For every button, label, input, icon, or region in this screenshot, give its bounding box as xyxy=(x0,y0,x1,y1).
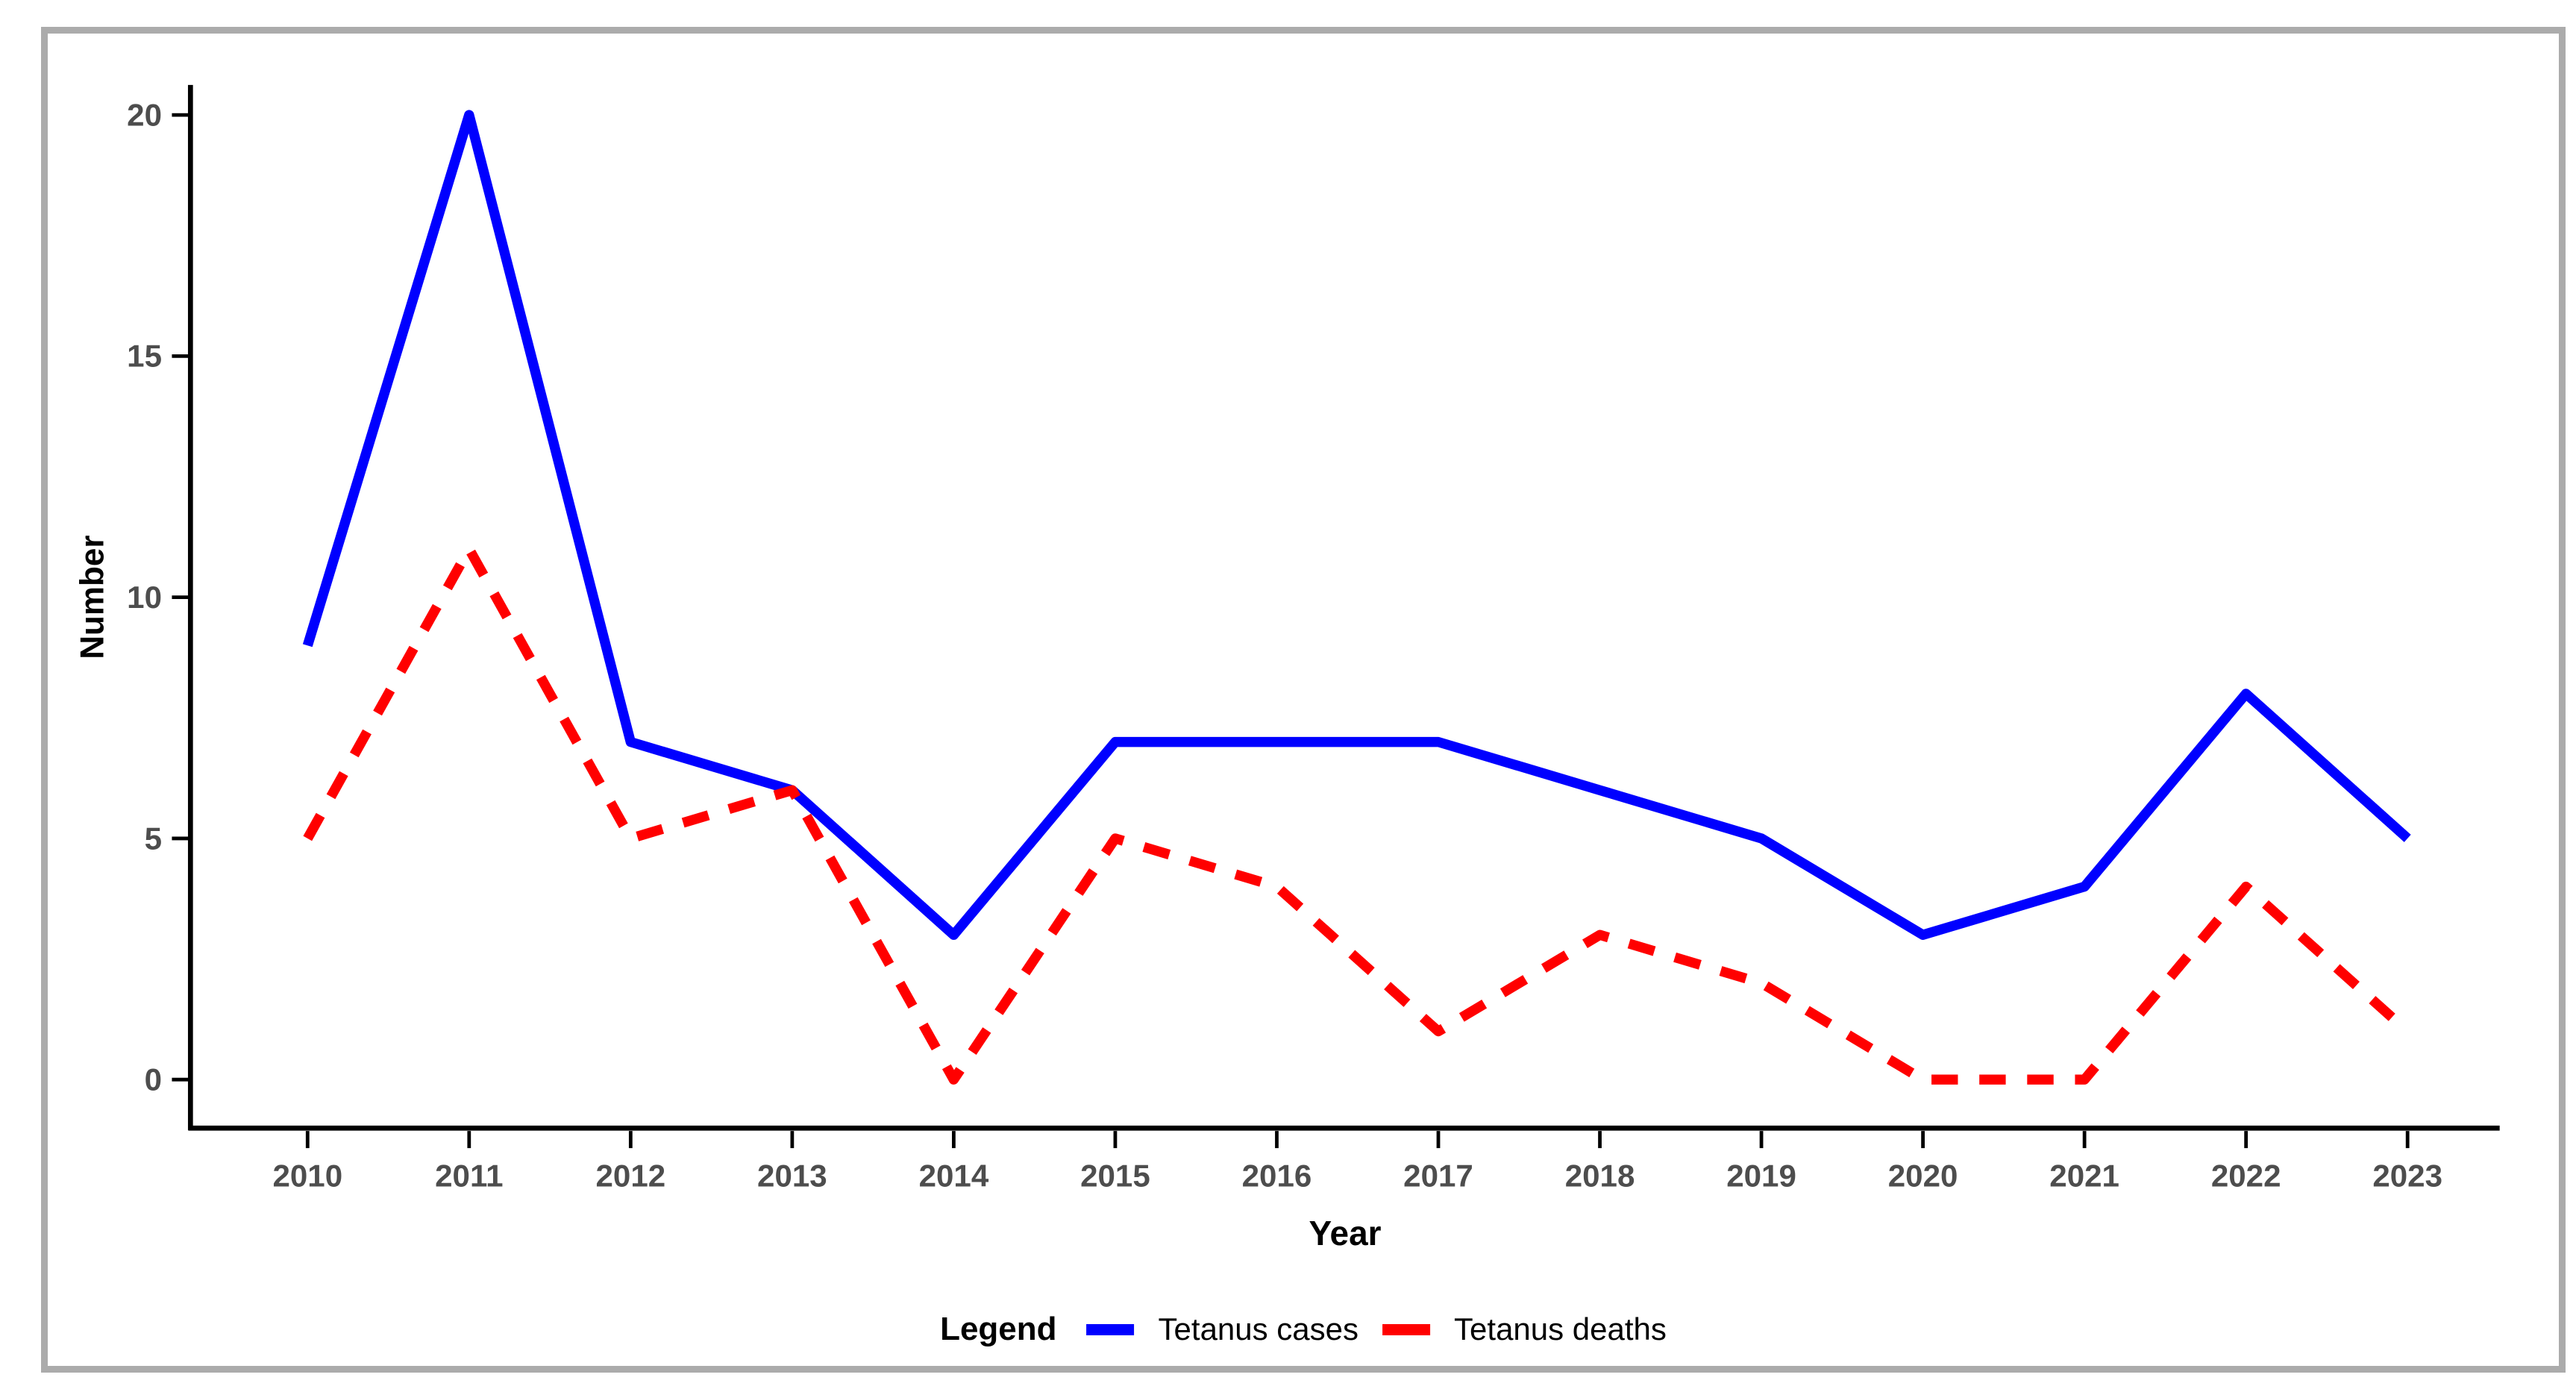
x-tick-label: 2019 xyxy=(1726,1159,1796,1194)
x-tick-label: 2015 xyxy=(1080,1159,1150,1194)
legend: Legend Tetanus cases Tetanus deaths xyxy=(940,1311,1667,1348)
x-tick-label: 2021 xyxy=(2049,1159,2119,1194)
legend-label-deaths: Tetanus deaths xyxy=(1454,1311,1667,1346)
y-axis-title: Number xyxy=(75,535,111,659)
x-axis-title: Year xyxy=(1309,1214,1381,1253)
legend-swatch-cases-icon xyxy=(1086,1323,1135,1335)
y-tick-label: 10 xyxy=(127,580,162,615)
x-tick-label: 2018 xyxy=(1565,1159,1635,1194)
x-tick-label: 2020 xyxy=(1888,1159,1958,1194)
legend-label-cases: Tetanus cases xyxy=(1158,1311,1359,1346)
x-tick-label: 2022 xyxy=(2211,1159,2281,1194)
legend-swatch-deaths-icon xyxy=(1382,1323,1431,1335)
y-tick-label: 5 xyxy=(145,821,162,856)
x-tick-label: 2011 xyxy=(435,1159,503,1194)
x-tick-label: 2017 xyxy=(1403,1159,1473,1194)
line-chart: 0 5 10 15 20 2010 2011 2012 2013 2014 2015 2016 2017… xyxy=(75,84,2500,1253)
x-tick-label: 2013 xyxy=(757,1159,827,1194)
y-tick-label: 20 xyxy=(127,97,162,132)
x-tick-label: 2016 xyxy=(1242,1159,1312,1194)
x-tick-label: 2023 xyxy=(2372,1159,2442,1194)
series-line-tetanus-deaths xyxy=(303,544,2411,1085)
x-tick-label: 2014 xyxy=(919,1159,989,1194)
series-line-tetanus-cases xyxy=(302,110,2411,940)
y-tick-label: 0 xyxy=(145,1062,162,1097)
chart-frame: 0 5 10 15 20 2010 2011 2012 2013 2014 2015 2016 2017… xyxy=(41,27,2566,1373)
x-tick-label: 2010 xyxy=(272,1159,342,1194)
legend-title: Legend xyxy=(940,1311,1057,1347)
y-tick-label: 15 xyxy=(127,339,162,374)
x-tick-label: 2012 xyxy=(596,1159,666,1194)
